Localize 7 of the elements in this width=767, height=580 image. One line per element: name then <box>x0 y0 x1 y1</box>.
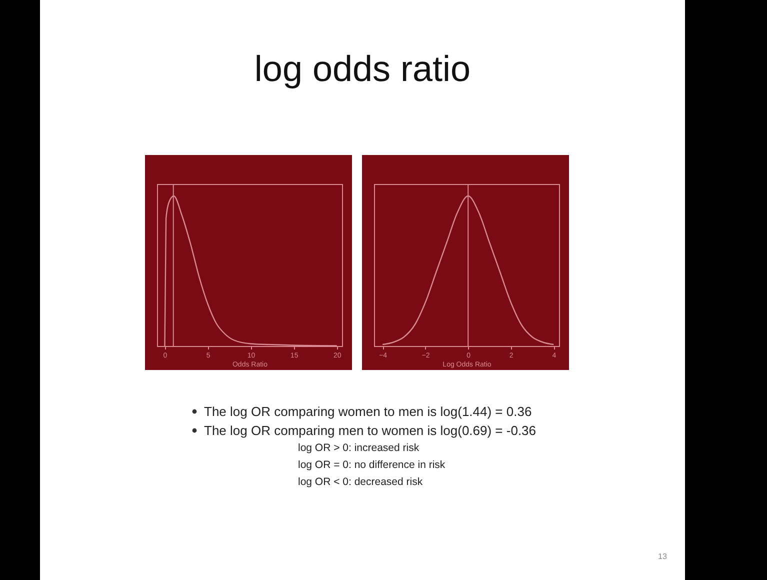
text: The log OR comparing men to women is log(0.69) = -0.36 <box>203 422 536 440</box>
text: 13 <box>658 552 667 561</box>
text: log OR = 0: no difference in risk <box>297 458 446 473</box>
text: log OR > 0: increased risk <box>297 441 420 456</box>
text: log OR < 0: decreased risk <box>297 475 424 490</box>
text: The log OR comparing women to men is log(1.44) = 0.36 <box>203 403 533 421</box>
chart-title: log odds ratio <box>253 48 472 90</box>
